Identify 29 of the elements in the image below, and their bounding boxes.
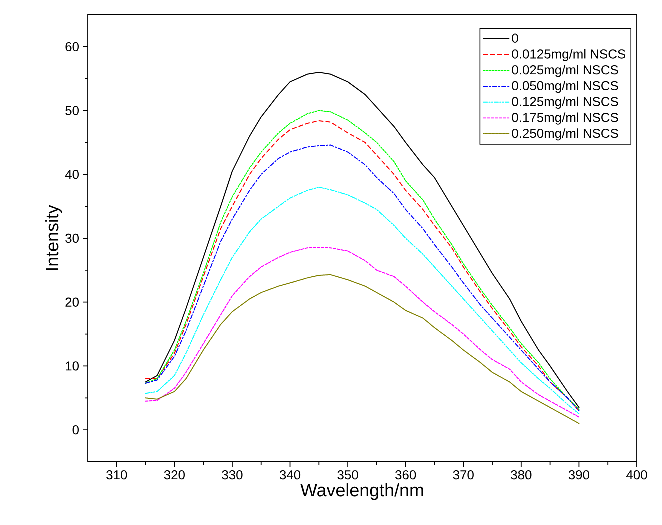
x-tick-label: 390 (568, 470, 590, 480)
y-tick-label: 10 (66, 362, 79, 371)
x-tick-label: 310 (106, 470, 128, 480)
x-tick-label: 400 (626, 470, 648, 480)
x-tick-label: 340 (280, 470, 301, 480)
x-tick-label: 380 (511, 470, 532, 480)
x-axis-title: Wavelength/nm (300, 484, 424, 500)
y-tick-label: 20 (66, 298, 79, 307)
legend-label: 0.050mg/ml NSCS (512, 81, 618, 94)
legend-label: 0.0125mg/ml NSCS (512, 49, 626, 62)
y-axis-title: Intensity (46, 205, 62, 270)
legend-label: 0.175mg/ml NSCS (512, 112, 618, 125)
line-series (145, 246, 580, 418)
y-tick-label: 50 (66, 106, 79, 116)
legend-label: 0.125mg/ml NSCS (512, 96, 618, 109)
y-tick-label: 0 (72, 425, 79, 435)
x-tick-label: 330 (222, 470, 243, 480)
x-tick-label: 360 (396, 470, 416, 480)
x-tick-label: 370 (453, 470, 474, 480)
line-series (145, 186, 580, 415)
y-tick-label: 60 (66, 42, 79, 52)
y-tick-label: 30 (66, 234, 79, 244)
x-tick-label: 320 (164, 470, 185, 480)
line-series (145, 274, 580, 424)
y-tick-label: 40 (65, 170, 79, 180)
legend-label: 0.250mg/ml NSCS (512, 128, 618, 141)
x-tick-label: 350 (338, 470, 358, 480)
legend-label: 0 (512, 34, 518, 43)
legend-label: 0.025mg/ml NSCS (512, 65, 618, 78)
